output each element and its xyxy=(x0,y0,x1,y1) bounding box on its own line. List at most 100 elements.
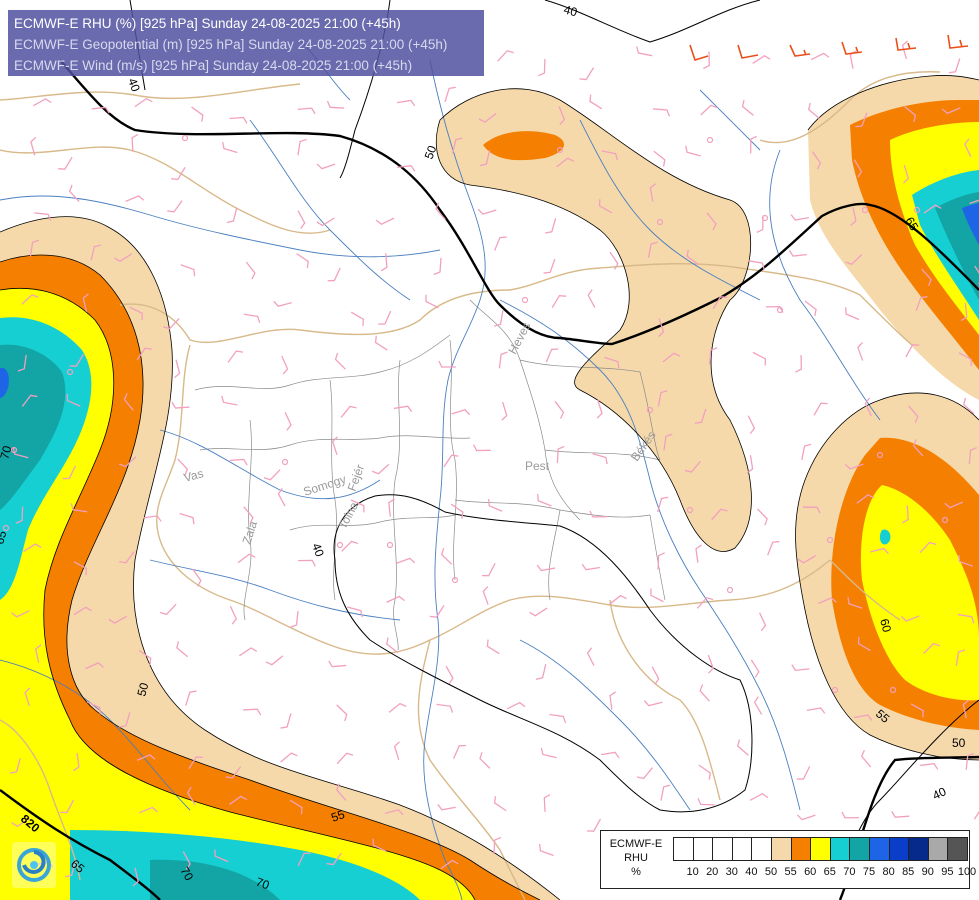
wind-barb xyxy=(284,412,292,431)
wind-barb xyxy=(225,766,242,779)
wind-barb xyxy=(185,690,197,706)
wind-barb xyxy=(847,597,863,609)
wind-barb xyxy=(944,501,964,509)
wind-barb xyxy=(139,806,158,814)
wind-barb xyxy=(24,687,31,707)
wind-barb xyxy=(388,702,407,713)
wind-barb xyxy=(316,217,335,227)
wind-barb xyxy=(891,811,910,818)
wind-barb xyxy=(501,401,508,421)
wind-barb xyxy=(910,703,924,718)
wind-barb xyxy=(108,615,128,624)
wind-barb xyxy=(697,798,715,806)
wind-barb xyxy=(558,106,566,125)
wind-barb xyxy=(350,311,364,326)
wind-barb xyxy=(813,402,828,416)
wind-barb xyxy=(712,296,728,310)
wind-barb xyxy=(159,603,177,616)
country-borders xyxy=(0,71,941,900)
legend-title: ECMWF-E RHU % xyxy=(605,837,667,879)
ecmwf-logo xyxy=(12,842,56,888)
wind-barb xyxy=(125,195,145,202)
wind-barb xyxy=(222,141,238,154)
region-label-heves: Heves xyxy=(505,320,533,357)
wind-barb xyxy=(336,752,354,765)
wind-barb xyxy=(397,165,416,172)
region-label-pest: Pest xyxy=(525,459,550,473)
wind-barb xyxy=(297,107,316,115)
wind-barb xyxy=(488,499,503,512)
wind-barb xyxy=(746,455,754,474)
wind-barb xyxy=(388,498,395,517)
wind-barb xyxy=(498,351,508,369)
wind-barb xyxy=(167,200,183,213)
wind-barb xyxy=(663,433,673,451)
wind-barb xyxy=(229,795,248,805)
wind-barb xyxy=(243,313,261,323)
wind-barb xyxy=(637,767,654,780)
wind-barb xyxy=(493,796,507,812)
legend-tick: 20 xyxy=(706,866,719,878)
wind-barb xyxy=(396,99,416,107)
wind-barb xyxy=(706,212,717,231)
wind-barb xyxy=(384,809,404,816)
wind-barb xyxy=(17,354,27,372)
wind-barb xyxy=(444,86,456,102)
wind-barb xyxy=(451,409,471,416)
wind-barb xyxy=(227,350,244,363)
contour-label-geo-40-northwest: 40 xyxy=(125,76,143,94)
wind-barb xyxy=(497,50,514,62)
county-borders xyxy=(194,299,666,651)
legend-swatch xyxy=(713,838,733,860)
wind-barb xyxy=(711,508,728,521)
wind-barb xyxy=(750,135,758,154)
wind-barb xyxy=(912,439,924,457)
wind-barb xyxy=(23,543,42,552)
wind-barb xyxy=(589,510,608,518)
wind-barb xyxy=(119,456,137,468)
rhu-shading-north xyxy=(436,88,752,552)
wind-barb xyxy=(856,494,875,504)
wind-barb xyxy=(647,241,658,258)
swirl-icon xyxy=(17,848,51,882)
wind-barb xyxy=(182,851,191,870)
wind-barb xyxy=(386,637,399,654)
wind-barb xyxy=(290,611,299,629)
wind-barb xyxy=(901,40,908,60)
wind-barb xyxy=(845,307,860,321)
wind-barb xyxy=(604,356,620,369)
wind-barb xyxy=(807,102,820,120)
wind-barb xyxy=(853,159,863,178)
wind-barb xyxy=(177,458,189,476)
wind-barb xyxy=(708,347,718,365)
wind-barb xyxy=(450,503,464,519)
legend-swatch xyxy=(869,838,890,860)
wind-barb xyxy=(955,649,966,666)
wind-barb xyxy=(857,636,871,652)
legend-color-scale xyxy=(673,837,968,861)
wind-barb xyxy=(477,208,497,215)
wind-barb xyxy=(136,347,152,361)
wind-barb xyxy=(801,443,812,461)
legend-tick: 40 xyxy=(745,866,758,878)
wind-barb xyxy=(171,401,190,409)
wind-barb xyxy=(335,783,347,801)
wind-barb xyxy=(341,540,359,552)
wind-barb xyxy=(29,239,40,257)
wind-barb xyxy=(33,98,52,107)
wind-barb xyxy=(696,597,714,609)
wind-barb xyxy=(281,355,289,375)
wind-barb xyxy=(350,499,365,513)
wind-barb xyxy=(609,251,619,270)
wind-barb xyxy=(796,766,811,780)
wind-barb xyxy=(265,655,284,666)
legend-swatch xyxy=(791,838,812,860)
wind-barb xyxy=(749,792,769,801)
wind-barb xyxy=(920,763,939,770)
wind-barb xyxy=(316,163,336,170)
wind-barb xyxy=(443,454,459,468)
wind-barb xyxy=(658,318,665,337)
wind-barb xyxy=(11,610,30,618)
wind-barb xyxy=(21,394,38,407)
wind-barb xyxy=(296,253,309,269)
